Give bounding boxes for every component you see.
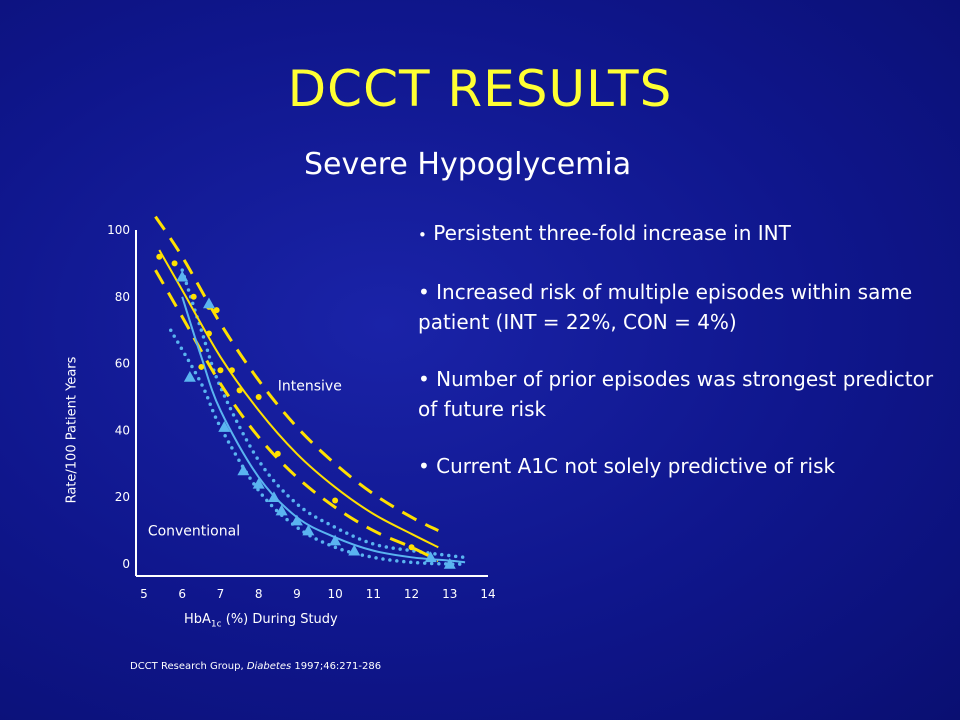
bullet-text: Persistent three-fold increase in INT — [433, 221, 791, 245]
conventional-data-point — [443, 558, 456, 569]
conventional-data-point — [329, 534, 342, 546]
x-tick-label: 6 — [178, 587, 186, 601]
y-tick-label: 100 — [107, 223, 130, 237]
bullet-text: Number of prior episodes was strongest p… — [418, 367, 934, 421]
conventional-data-point — [218, 421, 231, 432]
conventional-data-point — [237, 464, 250, 476]
data-points — [156, 253, 456, 569]
conventional-data-point — [302, 524, 315, 536]
conventional-ci-lower-line — [169, 328, 467, 566]
intensive-data-point — [171, 260, 178, 267]
intensive-data-point — [408, 544, 415, 551]
intensive-data-point — [236, 387, 243, 394]
bullet-item: • Current A1C not solely predictive of r… — [418, 451, 938, 481]
intensive-data-point — [332, 497, 339, 504]
fit-lines — [158, 249, 466, 564]
x-axis-label: HbA1c (%) During Study — [184, 612, 338, 630]
intensive-data-point — [156, 253, 163, 260]
intensive-series-label: Intensive — [278, 378, 342, 394]
intensive-fit-line — [158, 249, 439, 549]
citation-footnote: DCCT Research Group, Diabetes 1997;46:27… — [130, 661, 382, 672]
x-tick-label: 11 — [366, 587, 381, 601]
bullet-list: • Persistent three-fold increase in INT … — [418, 218, 938, 508]
conventional-data-point — [348, 544, 361, 556]
intensive-data-point — [255, 394, 262, 400]
x-tick-label: 5 — [140, 587, 148, 601]
x-tick-label: 14 — [480, 587, 495, 601]
bullet-dot-icon: • — [418, 226, 427, 244]
intensive-ci-lower-line — [154, 269, 439, 563]
bullet-dot-icon: • — [418, 280, 430, 304]
slide-subtitle: Severe Hypoglycemia — [304, 147, 632, 182]
conventional-data-point — [202, 297, 215, 309]
citation-journal: Diabetes — [246, 661, 292, 672]
intensive-data-point — [198, 363, 205, 370]
x-tick-label: 7 — [217, 587, 225, 601]
x-tick-label: 10 — [327, 587, 342, 601]
x-tick-label: 8 — [255, 587, 263, 601]
conventional-data-point — [176, 270, 189, 282]
intensive-data-point — [213, 307, 220, 314]
intensive-data-point — [190, 293, 197, 300]
conventional-series-label: Conventional — [148, 524, 240, 540]
bullet-dot-icon: • — [418, 454, 430, 478]
y-axis-label: Rate/100 Patient Years — [64, 356, 80, 504]
bullet-item: • Increased risk of multiple episodes wi… — [418, 277, 938, 337]
bullet-text: Current A1C not solely predictive of ris… — [436, 454, 836, 478]
conventional-data-point — [290, 514, 303, 526]
chart-axes: 5 6 7 8 9 10 11 12 13 14 0 20 40 60 80 100 — [107, 223, 496, 601]
bullet-text: Increased risk of multiple episodes with… — [418, 280, 913, 334]
series-labels: Intensive Conventional — [148, 378, 342, 539]
conventional-data-point — [267, 491, 280, 502]
y-tick-label: 80 — [115, 290, 130, 304]
intensive-data-point — [205, 330, 212, 337]
slide-title: DCCT RESULTS — [287, 60, 673, 118]
y-tick-label: 40 — [115, 423, 130, 437]
y-tick-label: 0 — [122, 557, 130, 571]
y-tick-label: 20 — [115, 490, 130, 504]
conventional-data-point — [183, 370, 196, 382]
intensive-data-point — [217, 367, 224, 374]
conventional-data-point — [424, 551, 437, 563]
x-axis-label-subscript: 1c — [210, 619, 222, 630]
x-tick-label: 13 — [442, 587, 457, 601]
conventional-data-point — [275, 504, 288, 516]
intensive-data-point — [228, 367, 235, 374]
bullet-dot-icon: • — [418, 367, 430, 391]
conventional-ci-upper-line — [180, 268, 467, 560]
intensive-ci-upper-line — [154, 215, 439, 532]
confidence-bands — [154, 215, 467, 566]
x-tick-label: 12 — [404, 587, 419, 601]
y-tick-label: 60 — [115, 357, 130, 371]
bullet-item: • Persistent three-fold increase in INT — [418, 218, 938, 250]
intensive-data-point — [274, 450, 281, 457]
conventional-data-point — [252, 477, 265, 489]
bullet-item: • Number of prior episodes was strongest… — [418, 364, 938, 424]
x-tick-label: 9 — [293, 587, 301, 601]
